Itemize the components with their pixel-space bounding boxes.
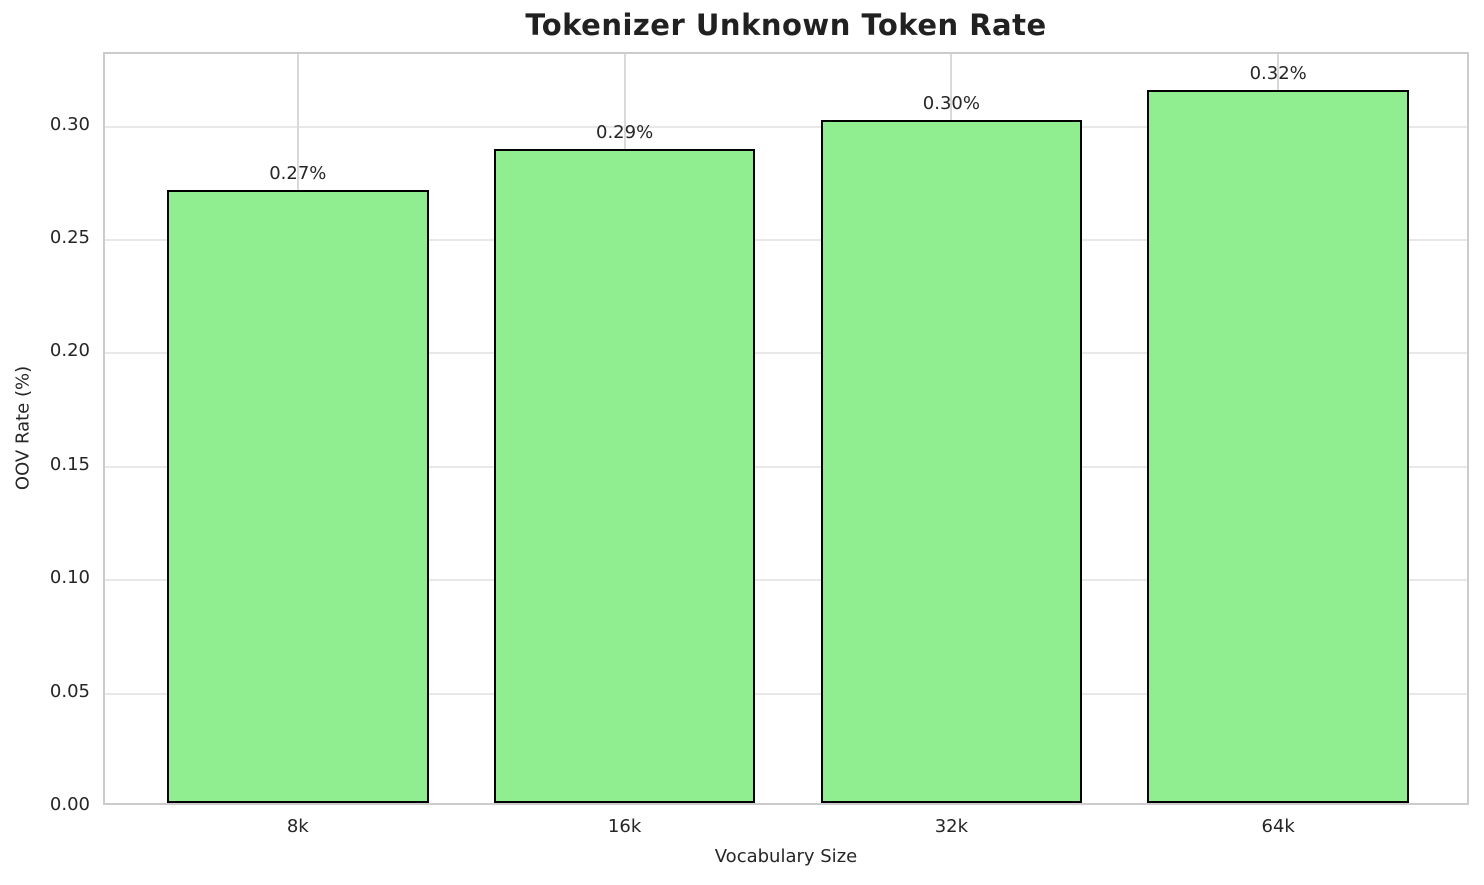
gridline-horizontal [105,692,1467,695]
chart-title: Tokenizer Unknown Token Rate [525,8,1047,42]
bar-16k [493,149,756,803]
gridline-horizontal [105,579,1467,582]
gridline-horizontal [105,465,1467,468]
bar-value-label-8k: 0.27% [269,163,327,185]
bar-32k [820,119,1083,803]
bar-value-label-64k: 0.32% [1249,63,1307,85]
y-tick-label-0.05: 0.05 [49,680,90,702]
y-tick-label-0.00: 0.00 [49,794,90,815]
x-tick-label-8k: 8k [286,816,309,837]
bar-64k [1147,90,1409,803]
bar-8k [167,190,429,803]
bar-value-label-32k: 0.30% [922,92,980,114]
x-tick-label-32k: 32k [934,816,969,837]
bar-value-label-16k: 0.29% [596,122,654,144]
plot-area: 0.27% 0.29% 0.30% 0.32% [103,52,1469,805]
y-tick-label-0.20: 0.20 [49,340,90,362]
y-tick-label-0.30: 0.30 [49,113,90,135]
gridline-horizontal [105,352,1467,355]
y-tick-label-0.25: 0.25 [49,226,90,248]
y-tick-label-0.10: 0.10 [49,567,90,589]
x-tick-label-64k: 64k [1261,816,1295,837]
gridline-horizontal [105,238,1467,241]
x-axis-title: Vocabulary Size [714,846,858,867]
x-tick-label-16k: 16k [607,816,642,837]
y-tick-label-0.15: 0.15 [49,453,90,475]
gridline-horizontal [105,125,1467,128]
